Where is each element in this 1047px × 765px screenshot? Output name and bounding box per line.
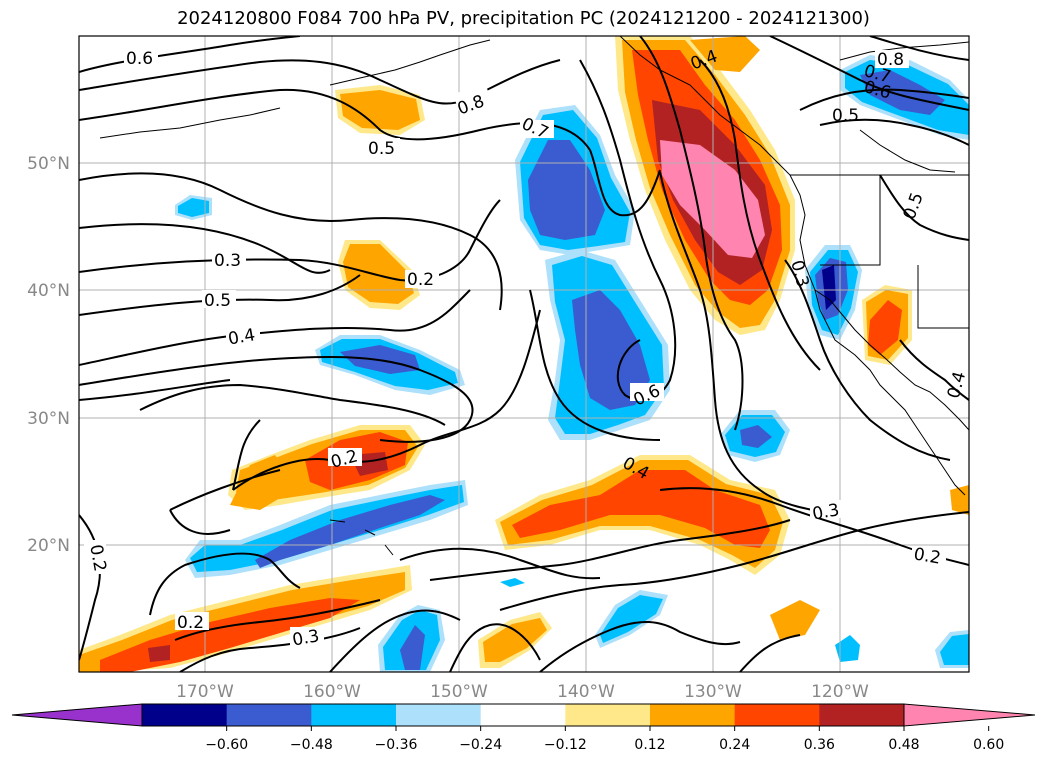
graticule — [79, 36, 969, 672]
contour-label: 0.6 — [126, 49, 153, 69]
colorbar-tick-label: 0.48 — [888, 737, 919, 753]
latitude-labels: 50°N 40°N 30°N 20°N — [27, 154, 70, 556]
colorbar-tick-label: −0.60 — [205, 737, 248, 753]
map-border — [78, 35, 970, 673]
colorbar-segment — [480, 704, 566, 726]
contour-label: 0.3 — [811, 500, 841, 524]
contour-label: 0.2 — [407, 270, 434, 290]
colorbar-segment — [311, 704, 397, 726]
lon-label-150w: 150°W — [430, 682, 488, 702]
colorbar-tick-label: 0.12 — [634, 737, 665, 753]
lon-label-130w: 130°W — [684, 682, 742, 702]
pv-contours — [79, 36, 969, 672]
contour-label: 0.2 — [177, 613, 204, 633]
colorbar-tick-label: −0.24 — [459, 737, 502, 753]
lon-label-140w: 140°W — [557, 682, 615, 702]
colorbar-tick-label: −0.48 — [290, 737, 333, 753]
colorbar-tick-label: 0.60 — [973, 737, 1004, 753]
coastlines — [99, 36, 969, 556]
contour-label: 0.5 — [368, 139, 395, 159]
contour-label: 0.3 — [291, 626, 321, 650]
contour-label: 0.4 — [227, 325, 257, 349]
longitude-labels: 170°W 160°W 150°W 140°W 130°W 120°W — [176, 682, 869, 702]
contour-label: 0.8 — [877, 50, 904, 70]
colorbar-segment — [142, 704, 228, 726]
lon-label-170w: 170°W — [176, 682, 234, 702]
colorbar-tick-label: 0.24 — [719, 737, 750, 753]
colorbar-segment — [396, 704, 482, 726]
lat-label-50n: 50°N — [27, 154, 70, 174]
colorbar-segment — [650, 704, 736, 726]
lat-label-40n: 40°N — [27, 281, 70, 301]
precip-positive-anomalies — [79, 36, 969, 672]
colorbar-segment — [819, 704, 905, 726]
colorbar-segment — [734, 704, 820, 726]
colorbar-extend-max — [903, 703, 1036, 727]
map-title: 2024120800 F084 700 hPa PV, precipitatio… — [177, 8, 870, 29]
contour-label: 0.5 — [832, 106, 859, 126]
lon-label-120w: 120°W — [811, 682, 869, 702]
lat-label-30n: 30°N — [27, 409, 70, 429]
colorbar-segment — [226, 704, 312, 726]
colorbar-outline — [141, 703, 905, 727]
colorbar-tick-label: −0.36 — [375, 737, 418, 753]
lat-label-20n: 20°N — [27, 536, 70, 556]
colorbar-extend-min — [11, 703, 143, 727]
contour-label: 0.3 — [214, 251, 241, 271]
colorbar-tick-label: −0.12 — [544, 737, 587, 753]
lon-label-160w: 160°W — [303, 682, 361, 702]
colorbar-segment — [565, 704, 651, 726]
contour-label: 0.5 — [204, 291, 231, 311]
contour-label: 0.2 — [85, 543, 109, 573]
contour-label: 0.2 — [912, 544, 942, 568]
colorbar: −0.60 −0.48 −0.36 −0.24 −0.12 0.12 0.24 0.36 0.4… — [11, 703, 1036, 753]
colorbar-tick-label: 0.36 — [804, 737, 835, 753]
